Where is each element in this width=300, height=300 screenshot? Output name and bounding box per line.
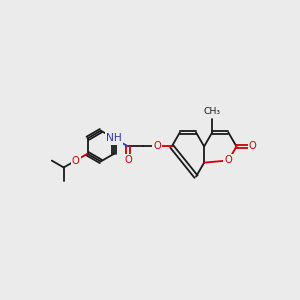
Text: O: O: [124, 155, 132, 165]
Text: CH₃: CH₃: [204, 106, 221, 116]
Text: O: O: [224, 155, 232, 166]
Text: NH: NH: [106, 134, 122, 143]
Text: O: O: [249, 142, 256, 152]
Text: O: O: [72, 156, 80, 166]
Text: O: O: [153, 142, 161, 152]
